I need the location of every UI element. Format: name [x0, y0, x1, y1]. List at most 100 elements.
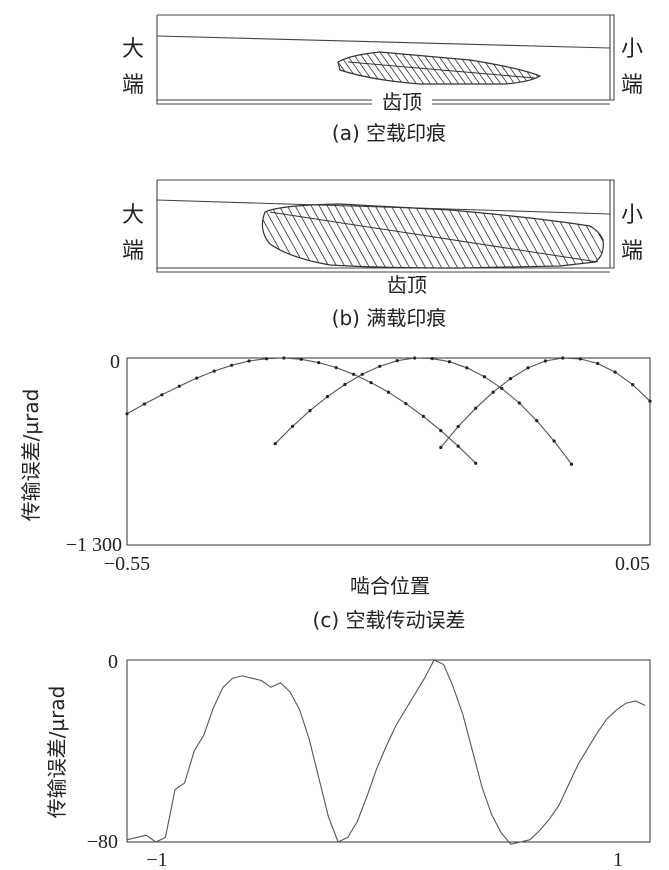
contact-patch	[220, 200, 604, 272]
tooth-outline	[156, 14, 615, 105]
data-point	[247, 359, 251, 363]
data-point	[456, 424, 460, 429]
data-point	[369, 381, 373, 385]
hatch-line	[419, 204, 461, 268]
hatch-line	[563, 204, 604, 268]
series-line-1	[126, 659, 646, 845]
data-point	[378, 364, 382, 368]
x-axis-label: 啮合位置	[350, 574, 430, 598]
hatch-line	[547, 204, 589, 268]
hatch-line	[379, 204, 421, 268]
data-point	[648, 399, 652, 403]
data-point	[535, 419, 539, 423]
hatch-line	[262, 204, 269, 268]
data-point	[631, 383, 635, 387]
hatch-line	[516, 52, 540, 84]
left-end-label-2: 端	[122, 239, 144, 264]
hatch-line	[545, 48, 575, 90]
hatch-line	[539, 204, 581, 268]
hatch-line	[299, 204, 341, 268]
right-end-label-1: 小	[621, 203, 643, 228]
data-point	[613, 370, 617, 374]
x-tick-left: −0.55	[104, 553, 150, 575]
right-end-label-1: 小	[621, 37, 643, 62]
series-line-2	[274, 357, 572, 465]
data-point	[500, 386, 504, 390]
data-point	[343, 382, 347, 387]
data-point	[474, 461, 478, 465]
chart-c-unloaded-transmission-error: 0 −1 300 −0.55 0.05 啮合位置 传输误差/µrad (c) 空…	[19, 351, 652, 632]
hatch-line	[262, 204, 301, 268]
x-tick-right: 1	[613, 849, 623, 870]
hatch-line	[307, 48, 337, 90]
panel-b-contact-pattern: 大 端 小 端 齿顶 (b) 满载印痕	[122, 179, 643, 330]
y-tick-bottom: −80	[87, 831, 118, 853]
hatch-line	[347, 204, 389, 268]
data-point	[160, 393, 164, 397]
data-point	[299, 357, 303, 361]
hatch-line	[390, 52, 422, 84]
data-point	[386, 390, 391, 394]
y-tick-top: 0	[110, 351, 120, 373]
data-point	[465, 366, 469, 370]
data-point	[474, 406, 478, 410]
series-line-1	[126, 357, 477, 464]
hatch-line	[451, 204, 493, 268]
hatch-line	[403, 204, 445, 268]
x-tick-right: 0.05	[615, 553, 650, 575]
data-point	[578, 357, 582, 361]
hatch-line	[315, 204, 357, 268]
x-tick-left: −1	[146, 849, 167, 870]
hatch-line	[355, 204, 397, 268]
hatch-line	[395, 204, 437, 268]
panel-a-contact-pattern: 大 端 小 端 齿顶 (a) 空载印痕	[122, 14, 643, 145]
hatch-line	[323, 204, 365, 268]
data-point	[177, 384, 181, 388]
data-point	[291, 424, 295, 428]
tooth-outline	[156, 179, 615, 273]
top-label-mask	[372, 91, 432, 111]
data-point	[308, 409, 312, 413]
data-point	[413, 356, 417, 360]
series-line-3	[440, 357, 651, 448]
hatch-line	[262, 204, 293, 268]
data-point	[517, 401, 521, 405]
left-end-label-1: 大	[122, 37, 144, 62]
left-end-label-1: 大	[122, 203, 144, 228]
hatch-line	[523, 204, 565, 268]
data-point	[569, 462, 574, 466]
tooth-top-label: 齿顶	[387, 273, 427, 297]
plot-frame	[126, 659, 651, 843]
data-point	[195, 376, 199, 380]
hatch-line	[262, 204, 285, 268]
data-point	[447, 360, 452, 364]
chart-d-loaded-transmission-error: 0 −80 −1 1 传输误差/µrad	[45, 651, 651, 870]
hatch-line	[531, 204, 573, 268]
data-point	[596, 361, 600, 366]
y-axis-label: 传输误差/µrad	[45, 686, 69, 819]
data-point	[282, 356, 286, 360]
contact-patch	[300, 48, 589, 90]
data-point	[456, 444, 460, 448]
data-point	[482, 375, 486, 379]
hatch-line	[427, 204, 469, 268]
hatch-line	[339, 204, 381, 268]
data-point	[491, 390, 495, 394]
hatch-line	[552, 48, 582, 90]
data-point	[526, 366, 530, 370]
y-tick-top: 0	[108, 651, 118, 673]
series-layer	[126, 659, 646, 845]
hatch-line	[371, 204, 413, 268]
data-point	[421, 414, 425, 418]
data-point	[317, 361, 321, 365]
hatch-line	[523, 52, 540, 84]
hatch-line	[283, 204, 325, 268]
hatch-line	[559, 48, 589, 90]
caption-a: (a) 空载印痕	[332, 121, 446, 145]
data-point	[125, 412, 129, 416]
hatch-line	[300, 48, 330, 90]
data-point	[404, 402, 408, 406]
data-point	[395, 359, 399, 363]
hatch-line	[220, 200, 260, 272]
